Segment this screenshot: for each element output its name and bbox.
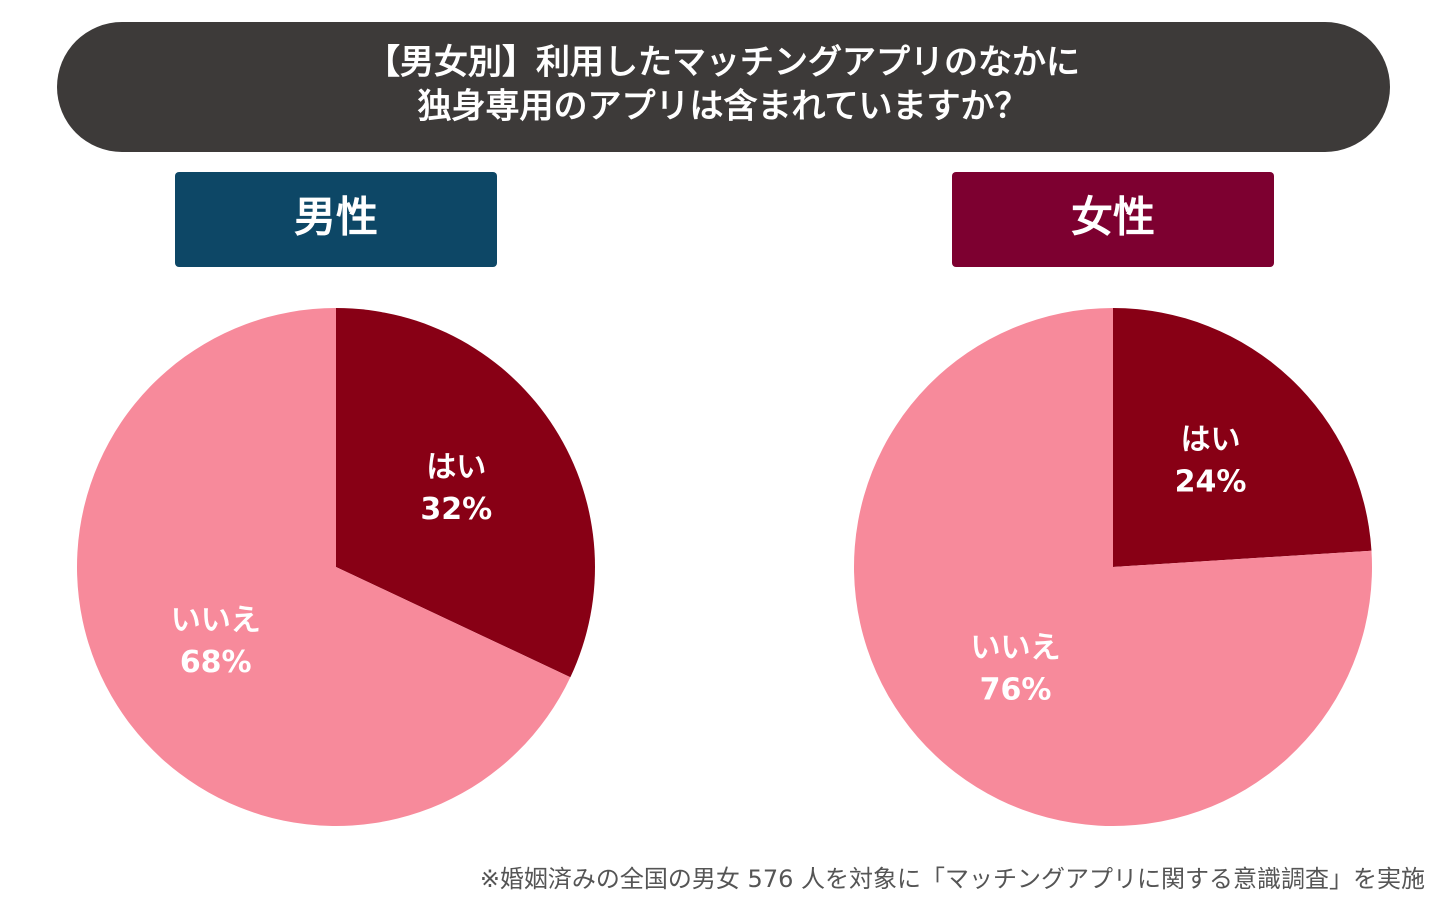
pie-slice: [853, 308, 1372, 827]
slice-category: いいえ: [171, 603, 261, 638]
title-line: 独身専用のアプリは含まれていますか？: [418, 87, 1029, 127]
pie-slice: [336, 308, 595, 678]
slice-value-label: 68%: [180, 645, 252, 680]
slice-value-label: 32%: [420, 492, 492, 527]
pie-slice: [76, 308, 571, 826]
title-line: 【男女別】利用したマッチングアプリのなかに: [366, 43, 1080, 83]
slice-category: はい: [426, 450, 486, 485]
panel-header: [952, 172, 1274, 267]
footnote: ※婚姻済みの全国の男女 576 人を対象に「マッチングアプリに関する意識調査」を…: [480, 865, 1425, 893]
pie-slice: [1113, 308, 1372, 567]
panel-title: 女性: [1071, 193, 1155, 242]
slice-category: はい: [1181, 423, 1241, 458]
panel-header: [175, 172, 497, 267]
slice-category: いいえ: [970, 630, 1060, 665]
slice-value-label: 24%: [1175, 465, 1247, 500]
title-box: [57, 22, 1390, 152]
panel-title: 男性: [294, 193, 378, 242]
slice-value-label: 76%: [980, 672, 1052, 707]
